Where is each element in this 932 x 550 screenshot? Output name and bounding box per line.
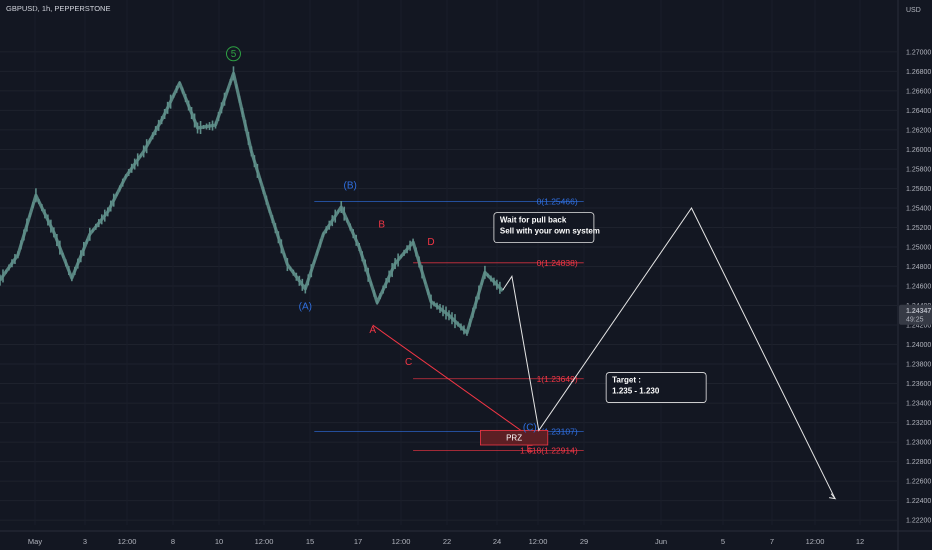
price-tick-label: 1.26200 (906, 127, 931, 134)
price-tick-label: 1.25800 (906, 166, 931, 173)
price-tick-label: 1.23600 (906, 381, 931, 388)
price-tick-label: 1.22600 (906, 479, 931, 486)
time-tick-label: 12:00 (806, 537, 825, 546)
time-tick-label: 24 (493, 537, 501, 546)
fib-level-label: 1(1.23107) (537, 427, 578, 437)
price-tick-label: 1.27000 (906, 49, 931, 56)
price-tick-label: 1.26000 (906, 147, 931, 154)
wave-label: E (526, 444, 533, 455)
price-tick-label: 1.24600 (906, 284, 931, 291)
wave-label: A (369, 325, 376, 336)
fib-level-label: 0(1.25466) (537, 197, 578, 207)
price-tick-label: 1.25000 (906, 244, 931, 251)
annotation-text: 1.235 - 1.230 (612, 387, 660, 396)
wave-label: D (427, 237, 434, 248)
projection-line (502, 207, 836, 499)
projection-path (372, 207, 837, 500)
wave-label: 5 (231, 49, 237, 60)
price-tick-label: 1.24000 (906, 342, 931, 349)
wave-label: B (378, 219, 385, 230)
price-tick-label: 1.23200 (906, 420, 931, 427)
time-tick-label: 7 (770, 537, 774, 546)
countdown-label: 49:25 (906, 317, 924, 324)
price-tick-label: 1.24200 (906, 323, 931, 330)
time-tick-label: 8 (171, 537, 175, 546)
symbol-title: GBPUSD, 1h, PEPPERSTONE (6, 4, 111, 13)
price-series (0, 66, 505, 336)
wave-labels: 5 (A) (B) A B C D (C) E (225, 46, 537, 455)
last-price-badge (899, 304, 932, 325)
time-tick-label: 5 (721, 537, 725, 546)
price-tick-label: 1.26400 (906, 108, 931, 115)
fib-level-label: 0(1.24838) (537, 258, 578, 268)
time-axis: May 3 12:00 8 10 12:00 15 17 12:00 22 24 12:00 29 Jun… (28, 537, 864, 546)
price-tick-label: 1.22200 (906, 518, 931, 525)
time-tick-label: 12:00 (255, 537, 274, 546)
time-tick-label: 12:00 (118, 537, 137, 546)
wave-label: C (405, 357, 412, 368)
time-tick-label: 12:00 (392, 537, 411, 546)
price-tick-label: 1.25200 (906, 225, 931, 232)
annotation-box (605, 372, 707, 403)
price-tick-label: 1.25400 (906, 205, 931, 212)
price-tick-label: 1.26600 (906, 88, 931, 95)
price-tick-label: 1.24800 (906, 264, 931, 271)
arrow-head (829, 493, 837, 500)
wave-label: (C) (523, 422, 537, 433)
price-tick-label: 1.23400 (906, 401, 931, 408)
currency-label: USD (906, 7, 921, 14)
time-tick-label: May (28, 537, 42, 546)
time-tick-label: 12:00 (529, 537, 548, 546)
time-tick-label: 29 (580, 537, 588, 546)
wave-label: (A) (299, 301, 312, 312)
price-tick-label: 1.25600 (906, 186, 931, 193)
price-tick-label: 1.22400 (906, 498, 931, 505)
red-trendline (372, 324, 522, 431)
annotation-text: Wait for pull back (500, 216, 567, 225)
annotation-text: Target : (612, 376, 641, 385)
fib-level-label: 1.618(1.22914) (520, 445, 578, 455)
fib-level-label: 1(1.23649) (537, 374, 578, 384)
time-tick-label: 17 (354, 537, 362, 546)
wave-5-circle (225, 46, 241, 62)
annotation-text: Sell with your own system (500, 227, 600, 236)
price-tick-label: 1.23000 (906, 440, 931, 447)
price-tick-label: 1.26800 (906, 69, 931, 76)
fib-levels: 0(1.25466) 0(1.24838) 1(1.23649) 1(1.23107)… (314, 197, 584, 455)
prz-box (480, 429, 549, 446)
time-tick-label: 3 (83, 537, 87, 546)
annotations: Wait for pull back Sell with your own sys… (493, 212, 707, 403)
prz-label: PRZ (506, 434, 522, 443)
time-tick-label: 10 (215, 537, 223, 546)
chart-header: GBPUSD, 1h, PEPPERSTONE (6, 4, 110, 13)
price-axis: USD 1.27000 1.26800 1.26600 1.26400 1.26200 1… (899, 7, 932, 525)
annotation-box (493, 212, 595, 244)
time-tick-label: 15 (306, 537, 314, 546)
time-tick-label: Jun (655, 537, 667, 546)
time-tick-label: 22 (443, 537, 451, 546)
time-tick-label: 12 (856, 537, 864, 546)
price-tick-label: 1.22800 (906, 459, 931, 466)
wave-label: (B) (344, 180, 357, 191)
price-tick-label: 1.23800 (906, 362, 931, 369)
last-price-label: 1.24347 (906, 308, 931, 315)
